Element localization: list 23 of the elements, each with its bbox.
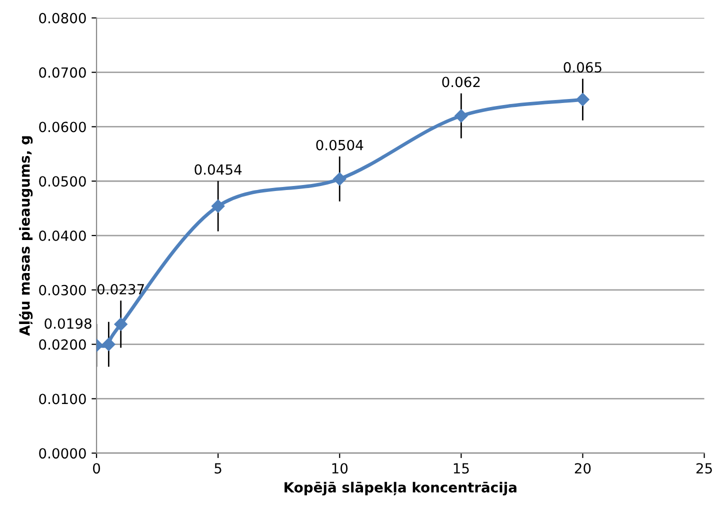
data-label: 0.0454: [194, 164, 242, 175]
x-tick-label: 5: [214, 463, 222, 474]
x-tick-label: 25: [696, 463, 712, 474]
y-tick-label: 0.0200: [39, 339, 86, 350]
x-tick-label: 15: [454, 463, 469, 474]
x-tick-label: 10: [332, 463, 348, 474]
y-tick-label: 0.0500: [39, 176, 86, 187]
y-tick-label: 0.0000: [39, 448, 86, 459]
data-label: 0.0504: [316, 140, 364, 150]
data-label: 0.0198: [44, 318, 92, 329]
y-tick-label: 0.0400: [39, 230, 86, 241]
y-axis-title: Aļģu masas pieaugums, g: [19, 136, 33, 336]
y-tick-label: 0.0100: [39, 394, 86, 404]
x-axis-title: Kopējā slāpekļa koncentrācija: [284, 482, 516, 496]
data-label: 0.065: [564, 62, 602, 73]
y-tick-label: 0.0300: [39, 284, 86, 296]
x-tick-label: 20: [574, 463, 591, 474]
y-tick-label: 0.0700: [39, 67, 86, 78]
data-label: 0.0237: [97, 284, 144, 294]
x-tick-label: 0: [93, 463, 100, 474]
data-label: 0.062: [442, 76, 480, 88]
y-tick-label: 0.0600: [39, 122, 86, 132]
y-tick-label: 0.0800: [39, 12, 86, 24]
